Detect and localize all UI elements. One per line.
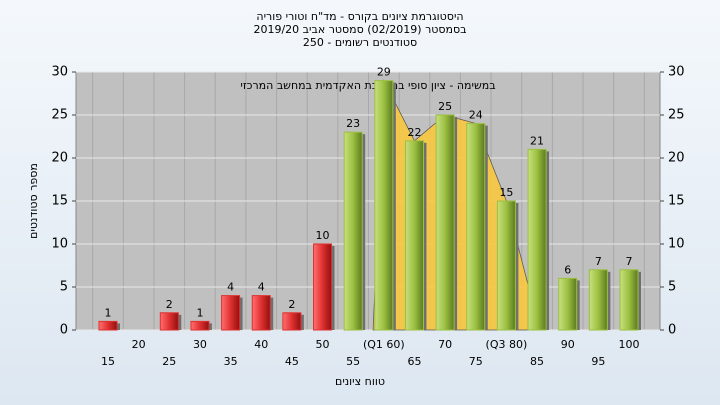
y-tick-label: 5 — [60, 280, 68, 295]
x-tick-label: 35 — [224, 355, 238, 368]
bar — [527, 148, 547, 331]
y2-tick-label: 30 — [668, 65, 685, 80]
y-tick-label: 25 — [51, 108, 68, 123]
x-tick-label: (Q1 60) — [363, 338, 405, 351]
y-tick-label: 30 — [51, 65, 68, 80]
bar — [374, 80, 394, 331]
bar — [98, 320, 118, 331]
bar — [282, 312, 302, 331]
x-tick-label: 75 — [469, 355, 483, 368]
y2-tick-label: 15 — [668, 194, 685, 209]
bar — [251, 295, 271, 331]
bar — [190, 320, 210, 331]
y2-tick-label: 0 — [668, 323, 676, 338]
bar — [404, 140, 424, 331]
y-axis-label: מספר סטודנטים — [27, 163, 40, 239]
x-tick-label: 95 — [591, 355, 605, 368]
x-tick-label: 30 — [193, 338, 207, 351]
bar — [466, 123, 486, 331]
value-label: 4 — [258, 281, 265, 294]
value-label: 23 — [346, 117, 360, 130]
x-tick-label: 85 — [530, 355, 544, 368]
bar — [221, 295, 241, 331]
x-tick-label: 65 — [407, 355, 421, 368]
x-tick-label: 90 — [561, 338, 575, 351]
value-label: 1 — [105, 306, 112, 319]
bar — [343, 131, 363, 331]
x-tick-label: 20 — [132, 338, 146, 351]
value-label: 29 — [377, 66, 391, 79]
value-label: 24 — [469, 109, 483, 122]
y2-tick-label: 25 — [668, 108, 685, 123]
value-label: 4 — [227, 281, 234, 294]
x-tick-label: 40 — [254, 338, 268, 351]
y-tick-label: 15 — [51, 194, 68, 209]
title-line: סטודנטים רשומים - 250 — [303, 36, 417, 49]
value-label: 10 — [316, 229, 330, 242]
bar — [435, 114, 455, 331]
x-tick-label: 70 — [438, 338, 452, 351]
value-label: 7 — [595, 255, 602, 268]
value-label: 2 — [288, 298, 295, 311]
y2-tick-label: 5 — [668, 280, 676, 295]
x-axis-label: טווח ציונים — [335, 375, 385, 388]
value-label: 7 — [626, 255, 633, 268]
annotation: במשימה - ציון סופי במערכת האקדמית במחשב … — [240, 79, 495, 92]
x-tick-label: 100 — [619, 338, 640, 351]
y2-tick-label: 10 — [668, 237, 685, 252]
y2-tick-label: 20 — [668, 151, 685, 166]
x-tick-label: (Q3 80) — [486, 338, 528, 351]
y-tick-label: 20 — [51, 151, 68, 166]
value-label: 22 — [407, 126, 421, 139]
x-tick-label: 55 — [346, 355, 360, 368]
bar — [588, 269, 608, 331]
title-line: היסטוגרמת ציונים בקורס - מד"ח וטורי פורי… — [256, 10, 463, 23]
x-tick-label: 15 — [101, 355, 115, 368]
bar — [496, 200, 516, 331]
value-label: 2 — [166, 298, 173, 311]
bar — [159, 312, 179, 331]
value-label: 6 — [564, 263, 571, 276]
value-label: 25 — [438, 100, 452, 113]
title-line: בסמסטר (02/2019) סמסטר אביב 2019/20 — [253, 23, 466, 36]
y-tick-label: 10 — [51, 237, 68, 252]
y-tick-label: 0 — [60, 323, 68, 338]
value-label: 1 — [196, 306, 203, 319]
bar — [313, 243, 333, 331]
value-label: 21 — [530, 134, 544, 147]
bar — [558, 277, 578, 331]
x-tick-label: 50 — [316, 338, 330, 351]
bar — [619, 269, 639, 331]
x-tick-label: 25 — [162, 355, 176, 368]
value-label: 15 — [499, 186, 513, 199]
x-tick-label: 45 — [285, 355, 299, 368]
